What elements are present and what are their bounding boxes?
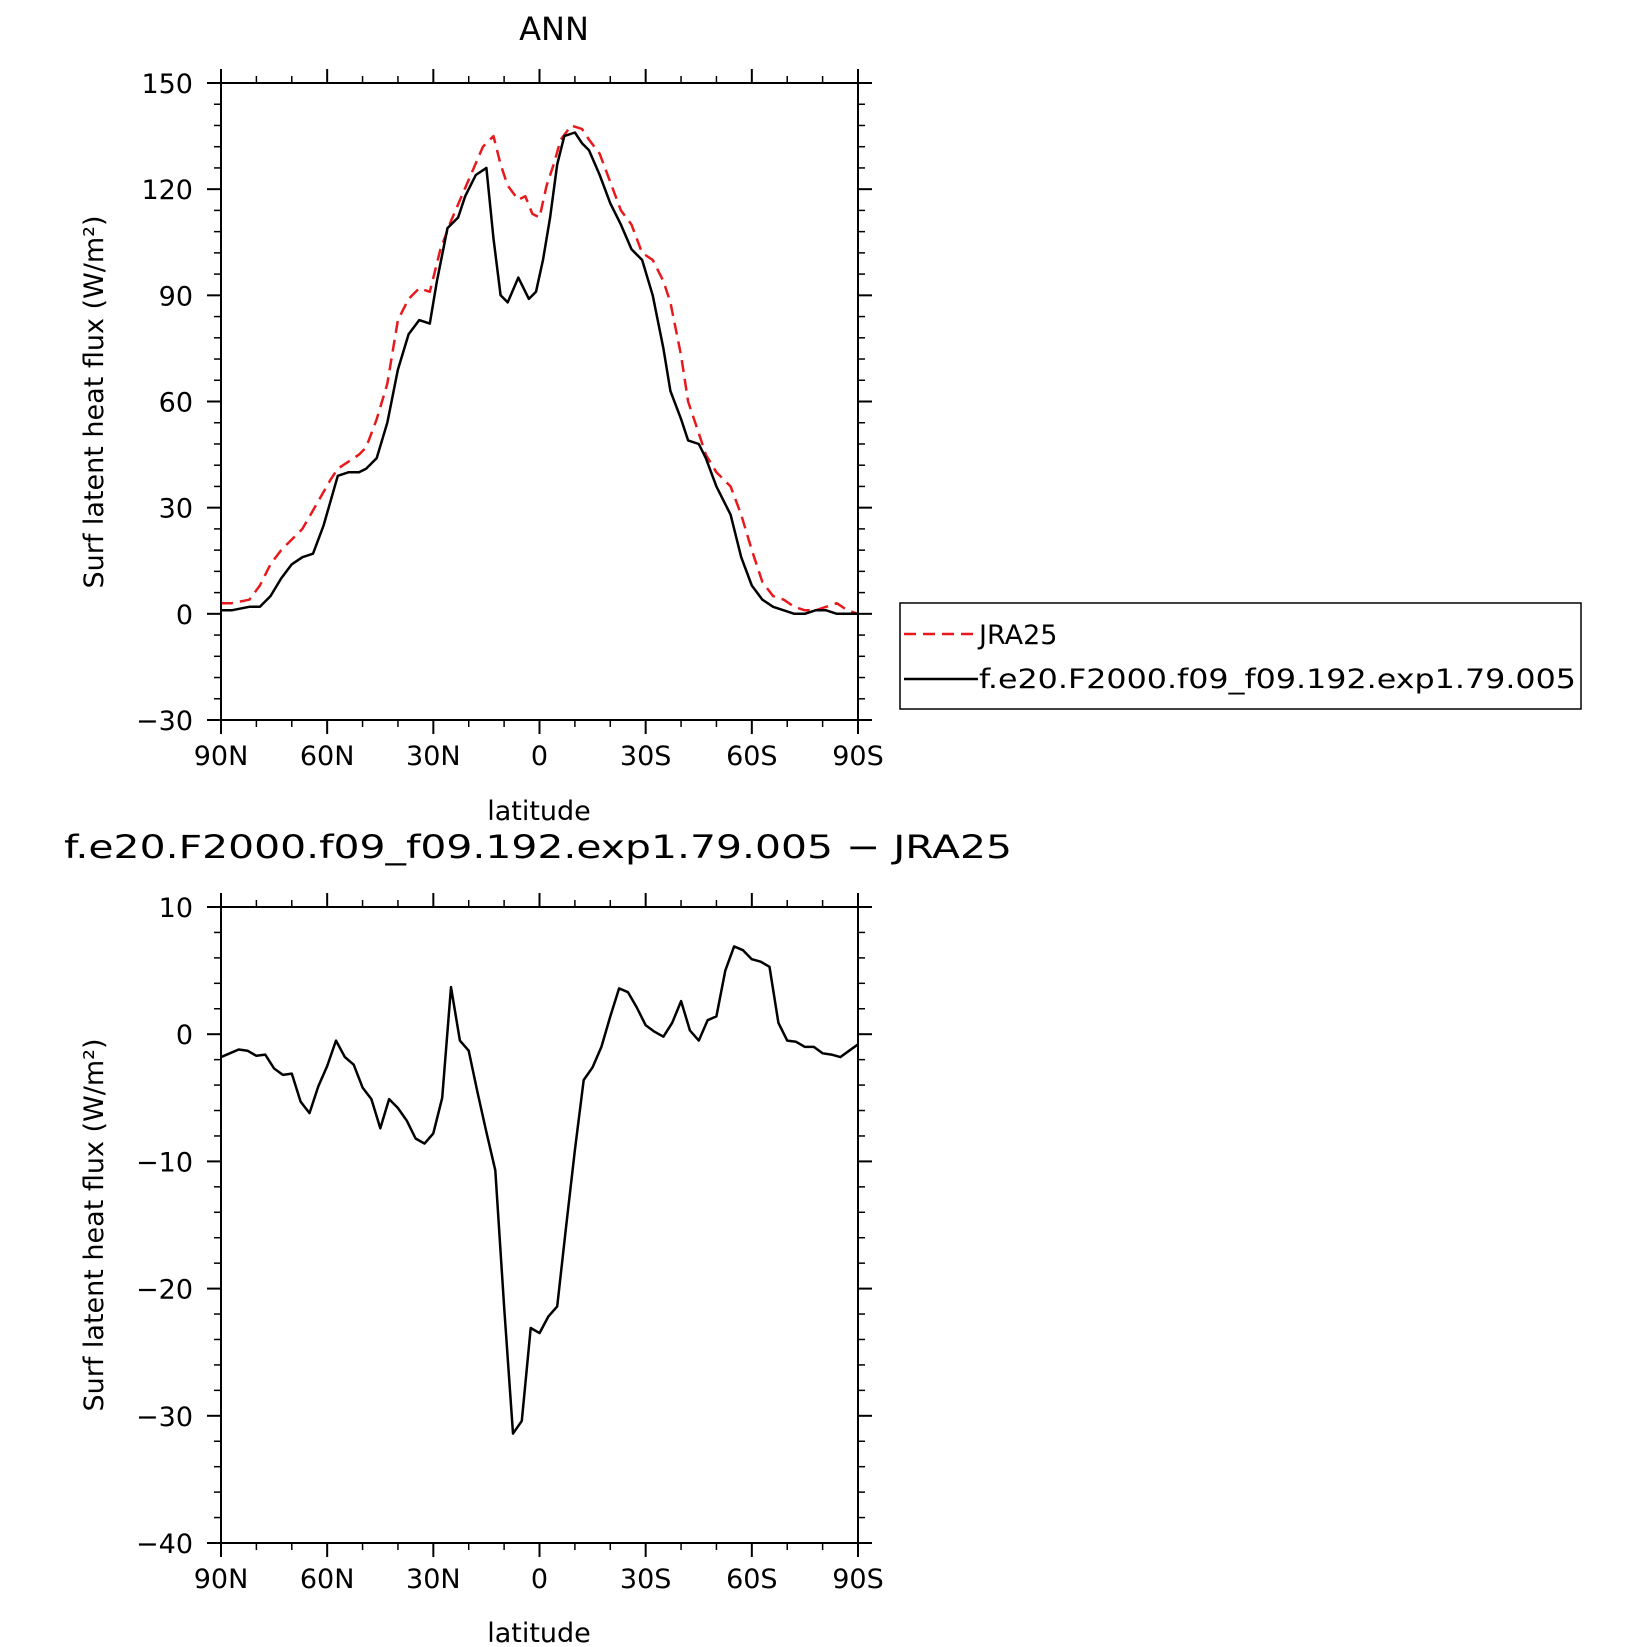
bottom-chart-title: f.e20.F2000.f09_f09.192.exp1.79.005 − JR… (64, 828, 1012, 866)
top-series (221, 124, 859, 616)
bottom-x-tick-label: 60N (300, 1564, 355, 1595)
bottom-y-axis-label: Surf latent heat flux (W/m²) (79, 1038, 110, 1411)
bottom-y-tick-label: 10 (159, 893, 193, 924)
bottom-x-tick-label: 60S (726, 1564, 778, 1595)
bottom-y-tick-label: 0 (176, 1020, 193, 1051)
bottom-x-tick-label: 30S (620, 1564, 672, 1595)
bottom-series-line-model (220, 945, 859, 1435)
top-y-tick-label: 0 (176, 600, 193, 631)
bottom-x-tick-label: 90S (832, 1564, 884, 1595)
top-y-tick-label: 60 (159, 388, 193, 419)
top-y-tick-label: 90 (159, 281, 193, 312)
bottom-plot-frame (220, 906, 859, 1544)
top-x-tick-label: 60S (726, 741, 778, 772)
top-axes (207, 69, 872, 734)
bottom-y-tick-label: −10 (136, 1147, 193, 1178)
bottom-axes (207, 893, 872, 1557)
top-x-tick-label: 0 (531, 741, 548, 772)
top-x-axis-label: latitude (487, 796, 591, 827)
top-y-tick-labels: −30 0 30 60 90 120 150 (136, 69, 193, 737)
legend: JRA25 f.e20.F2000.f09_f09.192.exp1.79.00… (899, 602, 1582, 710)
top-y-tick-label: 30 (159, 494, 193, 525)
top-x-tick-label: 30N (406, 741, 461, 772)
top-y-axis-label: Surf latent heat flux (W/m²) (79, 215, 110, 588)
bottom-panel: f.e20.F2000.f09_f09.192.exp1.79.005 − JR… (64, 828, 1012, 1647)
top-x-tick-label: 90N (194, 741, 249, 772)
top-x-tick-label: 60N (300, 741, 355, 772)
bottom-x-tick-label: 90N (194, 1564, 249, 1595)
bottom-x-tick-label: 30N (406, 1564, 461, 1595)
top-x-tick-label: 30S (620, 741, 672, 772)
bottom-y-tick-label: −20 (136, 1275, 193, 1306)
top-x-tick-labels: 90N 60N 30N 0 30S 60S 90S (194, 741, 884, 772)
legend-label-jra25: JRA25 (977, 620, 1057, 651)
bottom-y-tick-label: −30 (136, 1402, 193, 1433)
bottom-series (220, 945, 859, 1435)
bottom-y-tick-labels: −40 −30 −20 −10 0 10 (136, 893, 193, 1560)
top-y-tick-label: 120 (141, 175, 193, 206)
legend-label-model: f.e20.F2000.f09_f09.192.exp1.79.005 (979, 664, 1576, 695)
top-y-tick-label: −30 (136, 706, 193, 737)
bottom-x-tick-labels: 90N 60N 30N 0 30S 60S 90S (194, 1564, 884, 1595)
bottom-y-tick-label: −40 (136, 1529, 193, 1560)
top-chart-title: ANN (519, 10, 589, 48)
top-series-line-jra25 (221, 124, 859, 615)
top-x-tick-label: 90S (832, 741, 884, 772)
bottom-x-tick-label: 0 (531, 1564, 548, 1595)
top-plot-frame (220, 82, 859, 721)
top-series-line-model (221, 131, 858, 616)
top-panel: ANN 90N 60N 30N 0 30S 60S 90S −30 0 30 60 90 120 150… (79, 10, 884, 827)
legend-box (899, 602, 1582, 710)
top-y-tick-label: 150 (141, 69, 193, 100)
bottom-x-axis-label: latitude (487, 1618, 591, 1647)
